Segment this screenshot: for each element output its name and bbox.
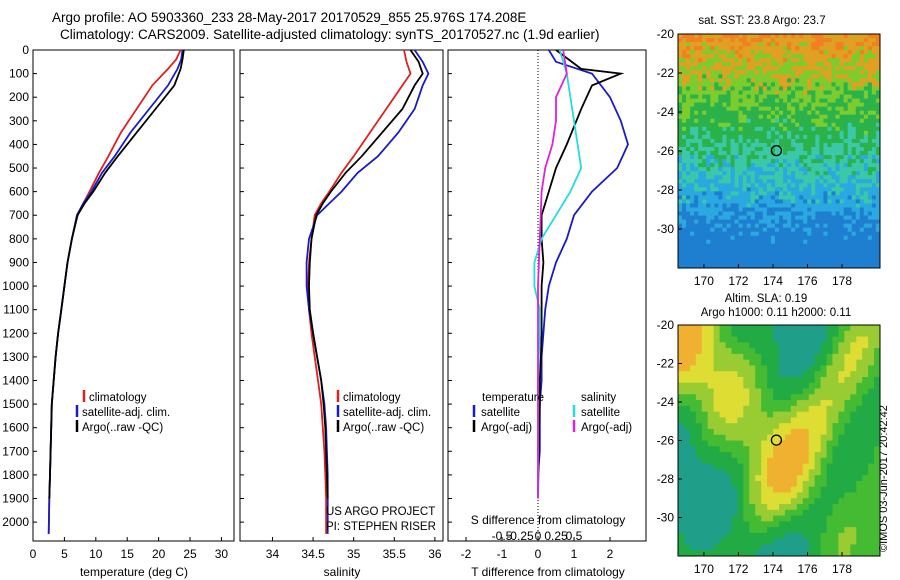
legend-label-argo: Argo(..raw -QC)	[82, 422, 163, 434]
y-tick-label: 100	[9, 67, 29, 81]
y-tick-label: 500	[9, 161, 29, 175]
x-tick-label: 25	[183, 547, 197, 561]
y-tick-label: 2000	[2, 515, 29, 529]
x-tick-label: 30	[215, 547, 229, 561]
y-tick-label: 800	[9, 232, 29, 246]
y-tick-label: 1300	[2, 350, 29, 364]
y-tick-label: 1400	[2, 373, 29, 387]
y-tick-label: 900	[9, 255, 29, 269]
series-line-climatology	[47, 49, 182, 534]
y-tick-label: 1700	[2, 444, 29, 458]
y-tick-label: 0	[22, 43, 29, 57]
plot-frame	[32, 49, 235, 542]
x-tick-label: 5	[61, 547, 68, 561]
y-tick-label: 1900	[2, 492, 29, 506]
series-line-argo-raw-qc	[48, 49, 185, 499]
y-tick-label: 1600	[2, 421, 29, 435]
temperature-xlabel: temperature (deg C)	[80, 565, 188, 579]
y-tick-label: 700	[9, 208, 29, 222]
temperature-legend: climatology satellite-adj. clim. Argo(..…	[75, 390, 170, 434]
title-line-1: Argo profile: AO 5903360_233 28-May-2017…	[52, 10, 527, 25]
y-tick-label: 400	[9, 137, 29, 151]
legend-label-satellite-adj: satellite-adj. clim.	[82, 407, 170, 419]
x-tick-label: 10	[89, 547, 103, 561]
series-line-satellite-adj-clim	[47, 49, 184, 534]
y-tick-label: 1200	[2, 326, 29, 340]
x-tick-label: 0	[30, 547, 37, 561]
x-tick-label: 15	[121, 547, 135, 561]
y-tick-label: 1000	[2, 279, 29, 293]
y-tick-label: 600	[9, 185, 29, 199]
y-tick-label: 1500	[2, 397, 29, 411]
imos-timestamp-stamp: ©IMOS 03-Jun-2017 20:42:42	[878, 290, 892, 552]
y-tick-label: 1100	[3, 303, 29, 317]
x-tick-label: 20	[152, 547, 166, 561]
y-tick-label: 200	[9, 90, 29, 104]
y-tick-label: 300	[9, 114, 29, 128]
y-tick-label: 1800	[2, 468, 29, 482]
timestamp-text: ©IMOS 03-Jun-2017 20:42:42	[878, 405, 890, 552]
title-line-2: Climatology: CARS2009. Satellite-adjuste…	[60, 27, 600, 42]
legend-label-climatology: climatology	[89, 392, 147, 404]
